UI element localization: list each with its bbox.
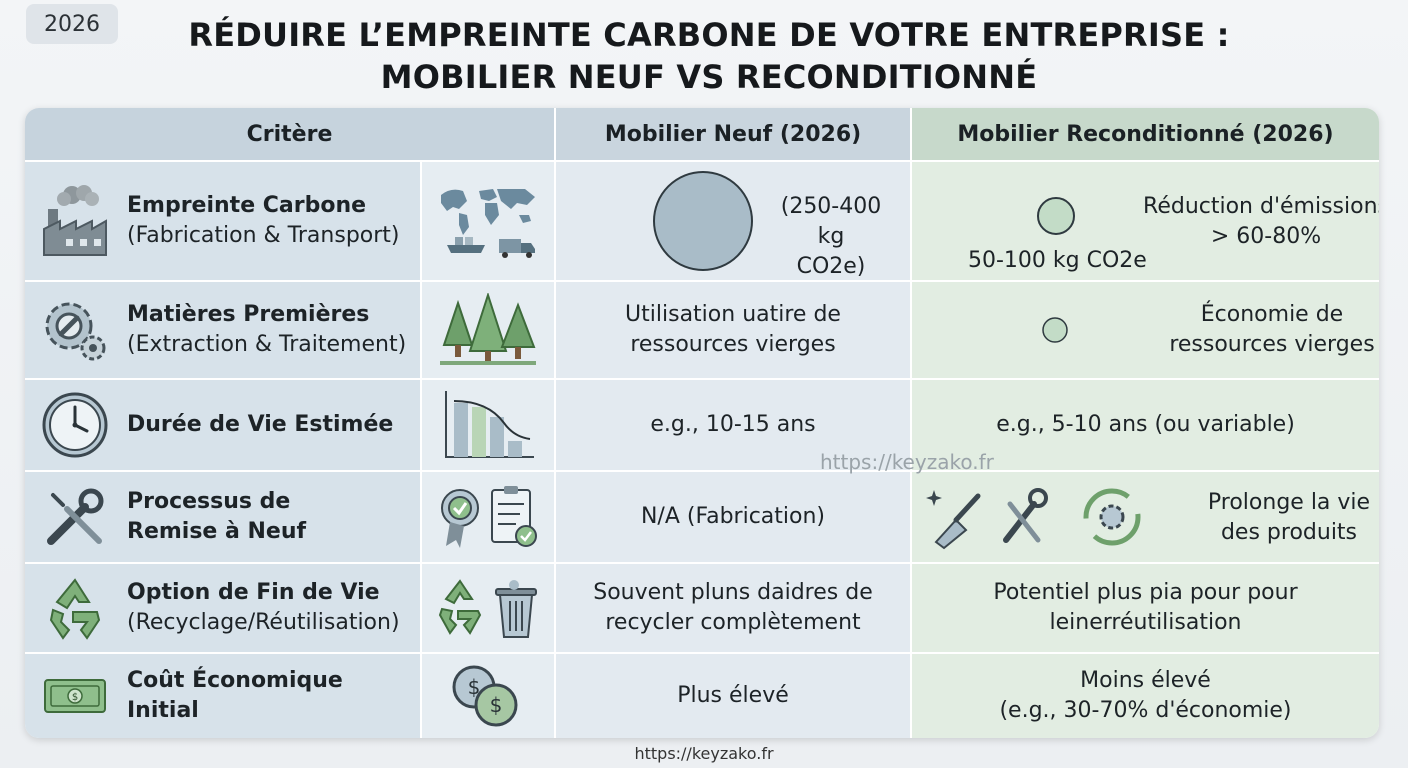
clock-icon (39, 389, 111, 461)
criteria-title: Coût Économique Initial (127, 668, 343, 723)
new-resource-line2: ressources vierges (630, 332, 836, 357)
refurb-resource-line1: Économie de (1200, 302, 1344, 327)
emission-bubble-large (653, 171, 753, 271)
new-resource-line1: Utilisation uatire de (625, 302, 841, 327)
gears-wrench-icon (39, 294, 111, 366)
refurb-reduction-line2: > 60-80% (1210, 224, 1322, 249)
resource-bubble-small (1042, 317, 1068, 343)
watermark: https://keyzako.fr (820, 450, 994, 474)
refurb-cost-line1: Moins élevé (1080, 668, 1211, 693)
comparison-table: Critère Mobilier Neuf (2026) Mobilier Re… (25, 108, 1379, 738)
page-title: RÉDUIRE L’EMPREINTE CARBONE DE VOTRE ENT… (150, 14, 1268, 98)
new-furniture-cell: Utilisation uatire de ressources vierges (556, 282, 910, 378)
refurb-process-line1: Prolonge la vie (1207, 490, 1371, 515)
world-map-transport-icon (422, 162, 554, 280)
criteria-title: Empreinte Carbone (127, 193, 367, 218)
refurb-tools-icon (926, 488, 1141, 550)
criteria-title: Option de Fin de Vie (127, 580, 380, 605)
header-new-furniture: Mobilier Neuf (2026) (556, 108, 910, 160)
table-row: Option de Fin de Vie (Recyclage/Réutilis… (25, 564, 1379, 652)
new-emission-line2: CO2e) (796, 254, 866, 279)
criteria-cell: Durée de Vie Estimée (25, 380, 420, 470)
refurb-cost-line2: (e.g., 30-70% d'économie) (999, 698, 1292, 723)
refurb-furniture-cell: Économie de ressources vierges (912, 282, 1379, 378)
refurb-furniture-cell: Potentiel plus pia pour pour leinerréuti… (912, 564, 1379, 652)
new-cost: Plus élevé (677, 683, 789, 708)
refurb-furniture-cell: 50-100 kg CO2e Réduction d'émissions > 6… (912, 162, 1379, 280)
refurb-furniture-cell: e.g., 5-10 ans (ou variable) (912, 380, 1379, 470)
footer-url[interactable]: https://keyzako.fr (634, 744, 774, 763)
recycle-bin-icon (422, 564, 554, 652)
criteria-cell: Matières Premières (Extraction & Traitem… (25, 282, 420, 378)
new-lifespan: e.g., 10-15 ans (650, 412, 816, 437)
emission-bubble-small (1037, 197, 1075, 235)
criteria-cell: $ Coût Économique Initial (25, 654, 420, 738)
refurb-process-line2: des produits (1220, 520, 1358, 545)
title-line-1: RÉDUIRE L’EMPREINTE CARBONE DE VOTRE ENT… (188, 16, 1230, 54)
title-line-2: MOBILIER NEUF VS RECONDITIONNÉ (380, 58, 1038, 96)
new-furniture-cell: (250-400 kg CO2e) (556, 162, 910, 280)
criteria-cell: Empreinte Carbone (Fabrication & Transpo… (25, 162, 420, 280)
criteria-cell: Processus de Remise à Neuf (25, 472, 420, 562)
refurb-reduction-line1: Réduction d'émissions (1143, 194, 1379, 219)
new-furniture-cell: Souvent pluns daidres de recycler complè… (556, 564, 910, 652)
table-row: $ Coût Économique Initial $ $ Plus élevé… (25, 654, 1379, 738)
banknote-icon: $ (39, 660, 111, 732)
badge-checklist-icon (422, 472, 554, 562)
criteria-cell: Option de Fin de Vie (Recyclage/Réutilis… (25, 564, 420, 652)
svg-text:$: $ (72, 692, 78, 703)
svg-text:$: $ (468, 675, 481, 699)
wrench-screwdriver-icon (39, 481, 111, 553)
refurb-emission-value: 50-100 kg CO2e (968, 248, 1147, 273)
svg-text:$: $ (490, 693, 503, 717)
criteria-subtitle: (Recyclage/Réutilisation) (127, 610, 400, 635)
pine-trees-icon (422, 282, 554, 378)
new-furniture-cell: Plus élevé (556, 654, 910, 738)
table-row: Matières Premières (Extraction & Traitem… (25, 282, 1379, 378)
header-refurbished-furniture: Mobilier Reconditionné (2026) (912, 108, 1379, 160)
refurb-furniture-cell: Prolonge la vie des produits (912, 472, 1379, 562)
factory-icon (39, 185, 111, 257)
year-badge: 2026 (26, 4, 118, 44)
header-criteria: Critère (25, 108, 554, 160)
table-row: Durée de Vie Estimée e.g., 10-15 ans e.g… (25, 380, 1379, 470)
refurb-endoflife-line1: Potentiel plus pia pour pour (993, 580, 1298, 605)
criteria-subtitle: (Extraction & Traitement) (127, 332, 407, 357)
new-furniture-cell: N/A (Fabrication) (556, 472, 910, 562)
criteria-title: Processus de (127, 489, 291, 514)
declining-bar-chart-icon (422, 380, 554, 470)
refurb-endoflife-line2: leinerréutilisation (1049, 610, 1242, 635)
criteria-title: Matières Premières (127, 302, 370, 327)
coins-icon: $ $ (422, 654, 554, 738)
new-refurb-process: N/A (Fabrication) (640, 504, 826, 529)
refurb-resource-line2: ressources vierges (1169, 332, 1375, 357)
new-emission-line1: (250-400 kg (780, 194, 882, 249)
refurb-lifespan: e.g., 5-10 ans (ou variable) (996, 412, 1295, 437)
new-endoflife-line2: recycler complètement (605, 610, 861, 635)
table-row: Processus de Remise à Neuf N/A (Fabricat… (25, 472, 1379, 562)
criteria-title: Durée de Vie Estimée (127, 412, 394, 437)
recycle-icon (39, 572, 111, 644)
new-endoflife-line1: Souvent pluns daidres de (593, 580, 873, 605)
criteria-title-line2: Remise à Neuf (127, 519, 307, 544)
criteria-subtitle: (Fabrication & Transport) (127, 223, 400, 248)
refurb-furniture-cell: Moins élevé (e.g., 30-70% d'économie) (912, 654, 1379, 738)
table-row: Empreinte Carbone (Fabrication & Transpo… (25, 162, 1379, 280)
new-furniture-cell: e.g., 10-15 ans (556, 380, 910, 470)
